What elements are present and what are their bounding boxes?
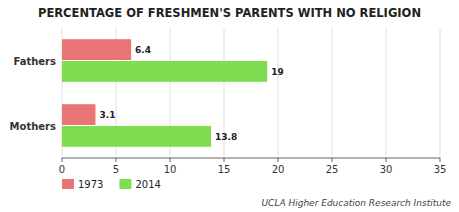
grid-line <box>386 28 387 158</box>
chart-container: PERCENTAGE OF FRESHMEN'S PARENTS WITH NO… <box>0 0 459 212</box>
legend-swatch <box>62 179 74 189</box>
data-label: 19 <box>271 67 284 77</box>
tick-mark <box>62 158 63 162</box>
legend: 1973 2014 <box>62 179 161 190</box>
tick-mark <box>170 158 171 162</box>
bar <box>62 39 131 60</box>
tick-label: 5 <box>113 164 119 175</box>
grid-line <box>332 28 333 158</box>
data-label: 6.4 <box>135 45 151 55</box>
data-label: 3.1 <box>99 110 115 120</box>
bar <box>62 126 211 147</box>
tick-mark <box>440 158 441 162</box>
tick-mark <box>278 158 279 162</box>
tick-mark <box>386 158 387 162</box>
tick-label: 20 <box>272 164 285 175</box>
tick-label: 35 <box>434 164 447 175</box>
legend-swatch <box>119 179 131 189</box>
legend-label: 2014 <box>135 179 160 190</box>
bar <box>62 61 267 82</box>
x-axis <box>62 158 440 159</box>
data-label: 13.8 <box>215 132 237 142</box>
tick-label: 15 <box>218 164 231 175</box>
bars <box>62 39 267 147</box>
tick-label: 30 <box>380 164 393 175</box>
legend-label: 1973 <box>78 179 103 190</box>
category-label: Mothers <box>10 121 56 132</box>
title: PERCENTAGE OF FRESHMEN'S PARENTS WITH NO… <box>38 6 421 20</box>
grid <box>62 28 440 158</box>
tick-label: 25 <box>326 164 339 175</box>
tick-mark <box>224 158 225 162</box>
annotation: UCLA Higher Education Research Institute <box>262 198 452 208</box>
grid-line <box>440 28 441 158</box>
chart: PERCENTAGE OF FRESHMEN'S PARENTS WITH NO… <box>0 0 459 212</box>
tick-mark <box>332 158 333 162</box>
tick-mark <box>116 158 117 162</box>
bar <box>62 104 95 125</box>
grid-line <box>278 28 279 158</box>
data-labels: 3.1 13.8 6.4 19 <box>99 45 283 142</box>
category-label: Fathers <box>13 56 56 67</box>
tick-label: 10 <box>164 164 177 175</box>
tick-label: 0 <box>59 164 65 175</box>
